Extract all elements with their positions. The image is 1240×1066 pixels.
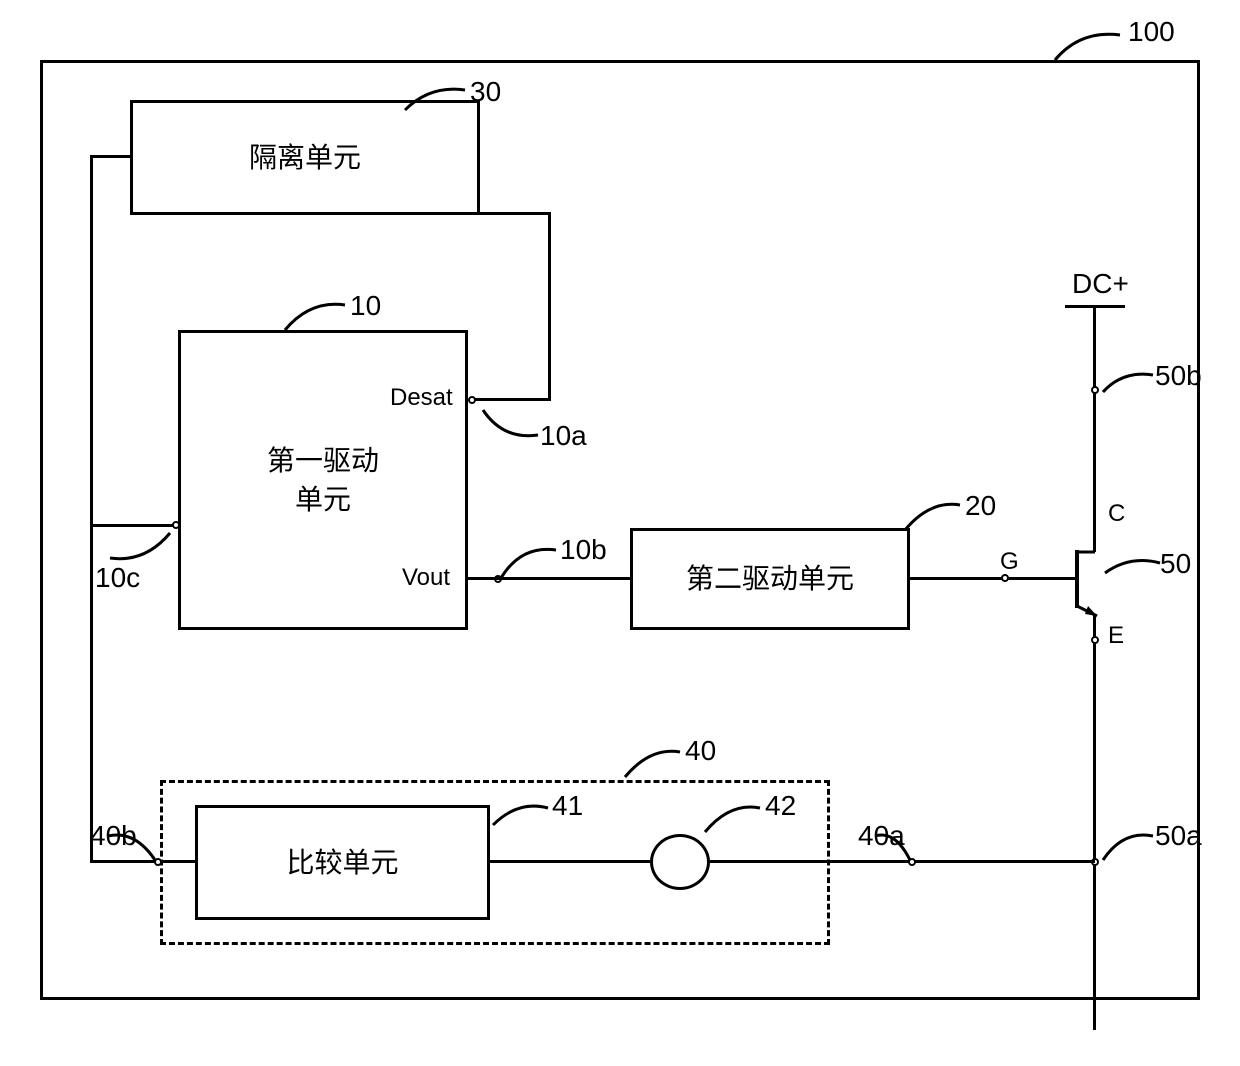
wire-sd-gate (910, 577, 1075, 580)
ref-40b: 40b (90, 820, 137, 852)
ref-41: 41 (552, 790, 583, 822)
second-drive-label: 第二驱动单元 (686, 559, 854, 598)
ref-10a: 10a (540, 420, 587, 452)
compare-label: 比较单元 (286, 843, 398, 882)
ref-30: 30 (470, 76, 501, 108)
second-drive-block: 第二驱动单元 (630, 528, 910, 630)
vout-pin-label: Vout (402, 564, 450, 592)
compare-block: 比较单元 (195, 805, 490, 920)
ref-40a: 40a (858, 820, 905, 852)
ref-50: 50 (1160, 548, 1191, 580)
wire-iso-desat-h (472, 398, 551, 401)
wire-iso-left-top (90, 155, 132, 158)
wire-iso-top (480, 212, 551, 215)
wire-cmp-sensor (490, 860, 650, 863)
wire-iso-left-v (90, 155, 93, 863)
ref-42: 42 (765, 790, 796, 822)
isolation-label: 隔离单元 (249, 138, 361, 177)
wire-vout-sd (468, 577, 630, 580)
ref-40: 40 (685, 735, 716, 767)
ref-20: 20 (965, 490, 996, 522)
gate-label: G (1000, 548, 1019, 576)
dc-plus-label: DC+ (1072, 268, 1129, 300)
emitter-label: E (1108, 622, 1124, 650)
ref-10: 10 (350, 290, 381, 322)
ref-100: 100 (1128, 16, 1175, 48)
desat-pin-label: Desat (390, 384, 453, 412)
node-10a (468, 396, 476, 404)
ref-50b: 50b (1155, 360, 1202, 392)
sensor-42 (650, 834, 710, 890)
node-emitter-top (1091, 636, 1099, 644)
collector-label: C (1108, 500, 1125, 528)
first-drive-label: 第一驱动 单元 (267, 441, 379, 519)
ref-10b: 10b (560, 534, 607, 566)
emitter-line (1093, 614, 1096, 1030)
wire-10c-h (90, 524, 176, 527)
wire-iso-desat-v (548, 215, 551, 401)
ref-10c: 10c (95, 562, 140, 594)
igbt-emitter-arrow (1075, 598, 1105, 620)
ref-50a: 50a (1155, 820, 1202, 852)
collector-line (1093, 305, 1096, 552)
igbt-c-to-plate (1075, 548, 1100, 563)
